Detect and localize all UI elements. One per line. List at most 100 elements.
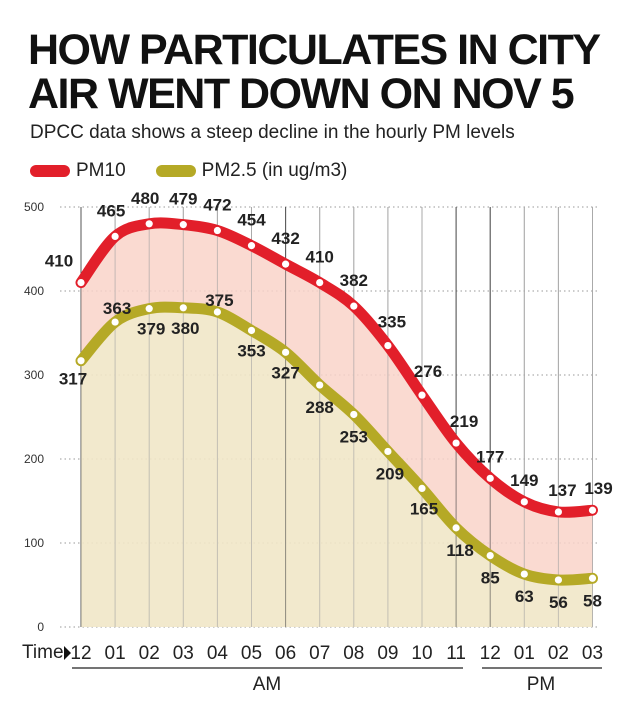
- pm25-data-label: 288: [306, 398, 334, 417]
- pm10-point-01: [111, 232, 119, 240]
- pm25-data-label: 58: [583, 591, 602, 610]
- pm10-point-10: [418, 391, 426, 399]
- title-line-1: HOW PARTICULATES IN CITY: [28, 26, 601, 74]
- legend-label-pm25: PM2.5 (in ug/m3): [201, 160, 348, 181]
- pm25-data-label: 209: [376, 464, 404, 483]
- legend-swatch-pm25: [155, 165, 196, 177]
- pm25-point-12: [77, 357, 85, 365]
- pm10-data-label: 137: [548, 481, 576, 500]
- pm25-point-01: [111, 318, 119, 326]
- pm25-data-label: 379: [137, 320, 165, 339]
- y-tick-label: 400: [24, 284, 44, 298]
- x-tick-label: 04: [207, 643, 229, 664]
- pm25-point-07: [316, 381, 324, 389]
- legend-item-pm10: PM10: [30, 160, 126, 182]
- pm10-data-label: 410: [45, 252, 73, 271]
- pm25-data-label: 363: [103, 299, 131, 318]
- pm10-data-label: 472: [203, 196, 231, 215]
- x-tick-label: 08: [343, 643, 364, 664]
- legend: PM10 PM2.5 (in ug/m3): [30, 158, 377, 184]
- pm10-point-01: [520, 498, 528, 506]
- pm10-data-label: 139: [584, 479, 612, 498]
- pm25-point-11: [452, 524, 460, 532]
- pm10-data-label: 410: [306, 248, 334, 267]
- x-tick-label: 11: [446, 643, 466, 664]
- legend-item-pm25: PM2.5 (in ug/m3): [155, 160, 348, 182]
- period-label-am: AM: [253, 674, 282, 695]
- pm10-point-04: [213, 226, 221, 235]
- pm10-data-label: 454: [237, 211, 266, 230]
- x-tick-label: 05: [241, 643, 262, 664]
- pm25-point-01: [520, 570, 528, 578]
- x-tick-label: 01: [514, 643, 535, 664]
- legend-swatch-pm10: [30, 165, 70, 177]
- pm25-point-08: [350, 410, 358, 419]
- pm25-point-12: [486, 552, 494, 560]
- pm25-data-label: 56: [549, 593, 568, 612]
- pm10-point-03: [588, 506, 597, 514]
- pm25-data-label: 317: [59, 370, 87, 389]
- x-tick-label: 01: [105, 643, 126, 664]
- pm10-data-label: 149: [510, 471, 538, 490]
- x-tick-label: 07: [309, 643, 330, 664]
- pm10-data-label: 335: [378, 313, 406, 332]
- pm25-data-label: 118: [446, 541, 473, 560]
- y-tick-label: 0: [37, 620, 44, 634]
- pm25-data-label: 253: [340, 427, 368, 446]
- pm10-line: [75, 217, 598, 518]
- x-axis-title: Time: [22, 642, 64, 663]
- pm25-data-label: 353: [237, 341, 265, 360]
- period-label-pm: PM: [527, 674, 556, 695]
- pm10-point-06: [282, 260, 290, 268]
- legend-label-pm10: PM10: [76, 160, 126, 181]
- pm10-area: [81, 222, 593, 581]
- x-tick-label: 03: [173, 643, 194, 664]
- pm10-point-05: [247, 242, 256, 250]
- pm25-point-04: [213, 308, 221, 316]
- pm10-point-09: [384, 342, 392, 350]
- pm25-point-02: [145, 305, 153, 313]
- pm25-data-label: 375: [205, 291, 233, 310]
- pm10-point-07: [316, 279, 324, 287]
- pm10-data-label: 219: [450, 412, 478, 431]
- pm25-point-05: [247, 326, 256, 335]
- x-tick-label: 02: [548, 643, 569, 664]
- pm25-point-09: [384, 447, 392, 456]
- pm10-data-label: 480: [131, 189, 159, 208]
- pm10-point-02: [145, 220, 153, 228]
- pm10-data-label: 382: [340, 271, 368, 290]
- pm10-point-08: [350, 302, 358, 310]
- x-tick-label: 02: [139, 643, 160, 664]
- pm10-point-03: [179, 221, 187, 229]
- pm10-data-label: 177: [476, 447, 504, 466]
- pm25-data-label: 327: [271, 363, 299, 382]
- y-tick-label: 200: [24, 452, 44, 466]
- x-tick-label: 03: [582, 643, 603, 664]
- x-tick-label: 06: [275, 643, 296, 664]
- pm10-point-12: [486, 474, 494, 482]
- pm25-point-03: [588, 574, 597, 582]
- x-tick-label: 09: [377, 643, 398, 664]
- pm10-data-label: 276: [414, 362, 442, 381]
- pm25-point-06: [282, 348, 290, 356]
- pm25-data-label: 380: [171, 319, 199, 338]
- pm10-point-11: [452, 439, 460, 447]
- pm25-point-02: [554, 576, 563, 584]
- pm10-point-02: [554, 508, 563, 516]
- pm25-data-label: 165: [410, 499, 438, 518]
- pm25-data-label: 63: [515, 587, 534, 606]
- x-tick-label: 10: [411, 643, 432, 664]
- x-tick-label: 12: [70, 643, 91, 664]
- pm25-line: [75, 301, 598, 586]
- x-tick-label: 12: [480, 643, 501, 664]
- pm10-data-label: 479: [169, 190, 197, 209]
- pm25-area: [81, 307, 593, 627]
- pm25-point-10: [418, 484, 426, 492]
- pm25-point-03: [179, 304, 187, 312]
- chart-subtitle: DPCC data shows a steep decline in the h…: [30, 122, 515, 143]
- title-line-2: AIR WENT DOWN ON NOV 5: [28, 70, 575, 118]
- pm25-data-label: 85: [481, 569, 500, 588]
- pm10-data-label: 432: [271, 229, 299, 248]
